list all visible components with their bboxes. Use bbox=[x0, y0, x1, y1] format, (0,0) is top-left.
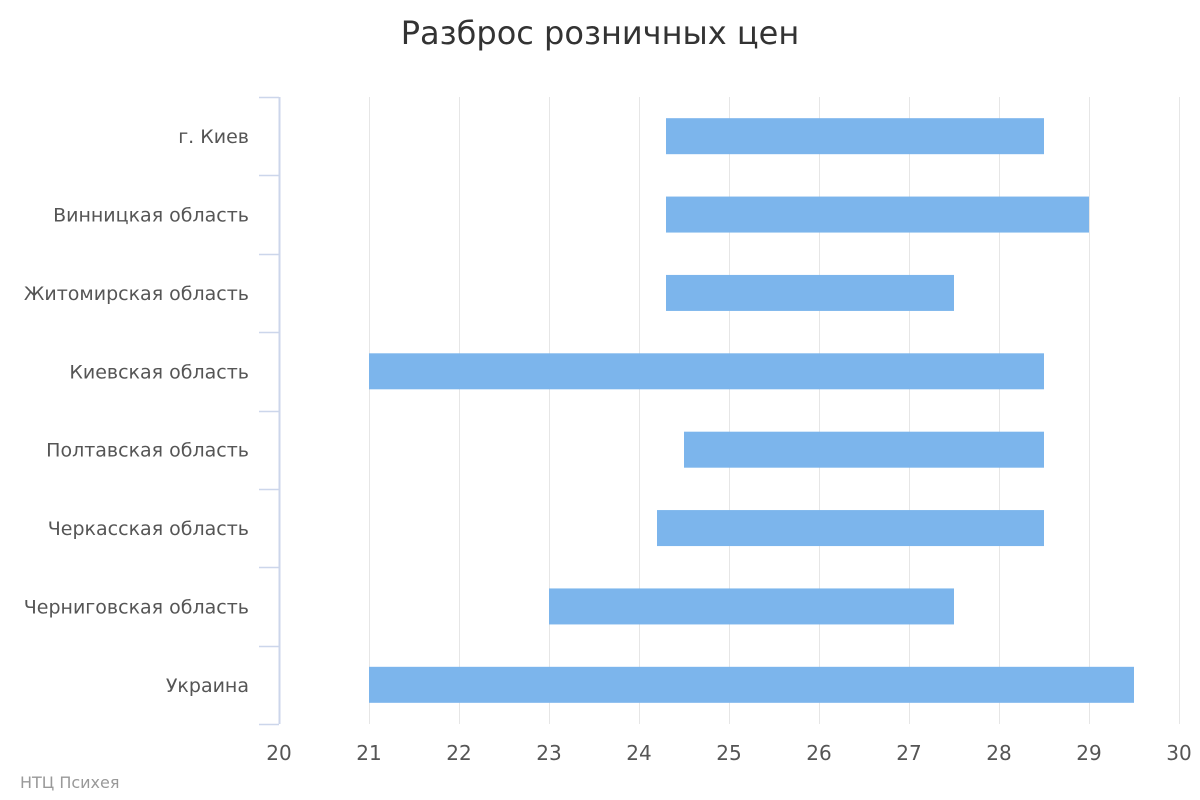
x-tick-label: 26 bbox=[806, 741, 831, 765]
x-tick-label: 25 bbox=[716, 741, 741, 765]
range-bar bbox=[666, 118, 1044, 155]
range-bar bbox=[549, 588, 954, 625]
category-label: Черниговская область bbox=[24, 596, 249, 618]
range-bar bbox=[657, 510, 1044, 547]
range-bar bbox=[369, 353, 1044, 390]
chart-title: Разброс розничных цен bbox=[400, 14, 800, 52]
x-tick-label: 30 bbox=[1166, 741, 1191, 765]
x-tick-label: 23 bbox=[536, 741, 561, 765]
category-labels: г. Киев Винницкая область Житомирская обла… bbox=[24, 126, 249, 697]
range-bar bbox=[666, 196, 1089, 233]
x-tick-label: 22 bbox=[446, 741, 471, 765]
grid-lines bbox=[369, 97, 1180, 724]
x-tick-labels: 20 21 22 23 24 25 26 27 28 29 30 bbox=[266, 741, 1191, 765]
x-tick-label: 29 bbox=[1076, 741, 1101, 765]
y-axis bbox=[259, 96, 281, 726]
category-label: Полтавская область bbox=[46, 440, 249, 462]
x-tick-label: 27 bbox=[896, 741, 921, 765]
range-bar bbox=[666, 274, 954, 311]
category-label: Киевская область bbox=[69, 361, 249, 383]
category-label: Украина bbox=[166, 675, 249, 697]
category-label: Житомирская область bbox=[24, 283, 249, 305]
category-label: Винницкая область bbox=[53, 205, 249, 227]
range-bar bbox=[369, 666, 1134, 703]
x-tick-label: 21 bbox=[356, 741, 381, 765]
x-tick-label: 28 bbox=[986, 741, 1011, 765]
range-bar bbox=[684, 431, 1044, 468]
x-tick-label: 20 bbox=[266, 741, 291, 765]
bars bbox=[369, 118, 1134, 703]
category-label: Черкасская область bbox=[48, 518, 249, 540]
category-label: г. Киев bbox=[178, 126, 249, 148]
credits-label: НТЦ Психея bbox=[20, 773, 120, 792]
x-tick-label: 24 bbox=[626, 741, 651, 765]
